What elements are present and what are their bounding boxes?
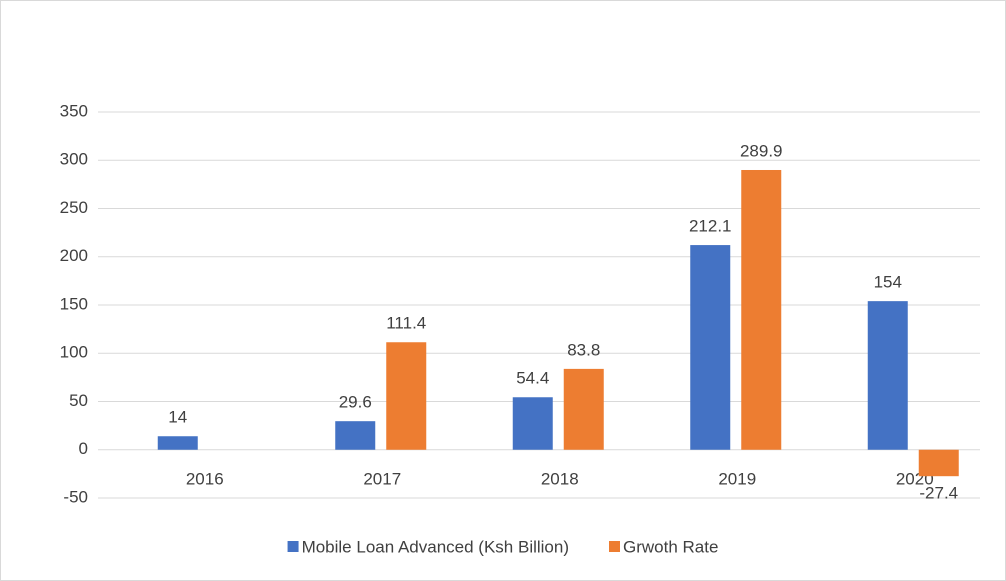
data-label: 83.8 [567, 340, 600, 359]
bar [690, 245, 731, 450]
data-label: -27.4 [919, 484, 958, 503]
data-label: 289.9 [740, 141, 783, 160]
data-label: 154 [874, 273, 902, 292]
x-tick-label: 2018 [541, 469, 579, 488]
data-label: 54.4 [516, 369, 549, 388]
y-tick-label: 100 [60, 343, 88, 362]
legend-label: Grwoth Rate [623, 537, 718, 556]
bar [563, 368, 604, 450]
y-tick-label: 150 [60, 294, 88, 313]
bar [918, 449, 959, 477]
y-tick-label: 300 [60, 150, 88, 169]
legend-swatch [287, 541, 299, 552]
bar [157, 436, 198, 450]
y-tick-label: -50 [63, 487, 88, 506]
data-label: 14 [168, 408, 187, 427]
y-tick-label: 0 [79, 439, 88, 458]
data-label: 212.1 [689, 217, 732, 236]
x-tick-label: 2019 [718, 469, 756, 488]
legend-swatch [609, 541, 620, 552]
data-label: 29.6 [339, 393, 372, 412]
bar [867, 301, 908, 450]
data-label: 111.4 [386, 314, 426, 333]
bar [512, 397, 553, 450]
bar [386, 342, 427, 450]
bar [741, 169, 782, 450]
y-tick-label: 50 [69, 391, 88, 410]
x-tick-label: 2016 [186, 469, 224, 488]
y-tick-label: 250 [60, 198, 88, 217]
bar [335, 421, 376, 450]
y-tick-label: 350 [60, 101, 88, 120]
legend-label: Mobile Loan Advanced (Ksh Billion) [302, 537, 569, 556]
x-tick-label: 2017 [363, 469, 401, 488]
y-tick-label: 200 [60, 246, 88, 265]
